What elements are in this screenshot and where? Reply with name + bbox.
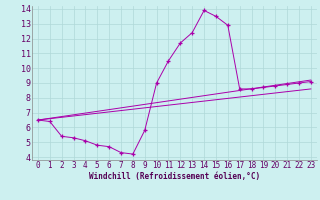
X-axis label: Windchill (Refroidissement éolien,°C): Windchill (Refroidissement éolien,°C) xyxy=(89,172,260,181)
